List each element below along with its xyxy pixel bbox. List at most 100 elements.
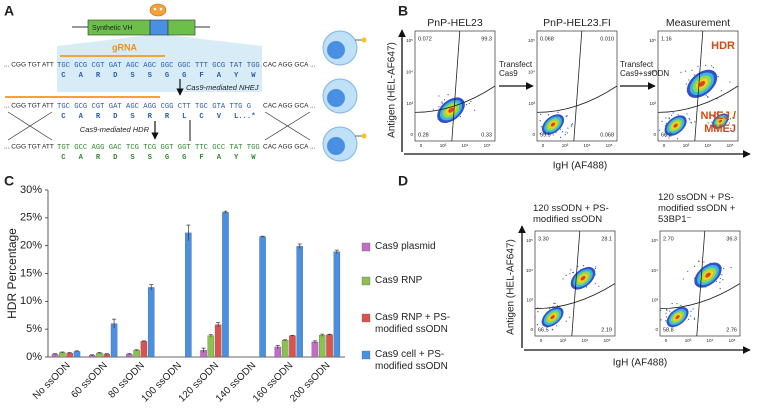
- panel-label: A: [4, 3, 14, 19]
- flank-seq: ... CGG TGT ATT: [4, 62, 54, 69]
- event-dot: [447, 94, 449, 96]
- x-tick-label: 0: [540, 338, 543, 343]
- event-dot: [556, 325, 558, 327]
- plot-title: Measurement: [666, 17, 730, 29]
- gene-label: Synthetic VH: [92, 25, 132, 32]
- y-tick-label: 25%: [20, 212, 42, 224]
- bar: [133, 350, 140, 358]
- event-dot: [571, 123, 574, 125]
- quadrant-gate: [696, 230, 706, 337]
- flank-seq: CAC AGG GCA ...: [263, 144, 316, 151]
- legend-label: Cas9 cell + PS-modified ssODN: [375, 349, 448, 372]
- quadrant-percent: 0.33: [481, 132, 492, 138]
- plot-title: PnP-HEL23: [427, 17, 483, 29]
- x-tick-label: 10⁴: [705, 143, 712, 148]
- event-dot: [594, 283, 596, 285]
- event-dot: [693, 74, 695, 76]
- event-dot: [665, 117, 667, 119]
- event-dot: [729, 118, 732, 120]
- quadrant-gate: [657, 85, 739, 113]
- event-dot: [732, 117, 734, 119]
- y-tick-label: 0: [655, 327, 658, 332]
- legend-swatch: [361, 350, 371, 360]
- cdr3-segment: [149, 19, 169, 36]
- event-dot: [693, 317, 696, 319]
- event-dot: [566, 132, 569, 134]
- event-dot: [595, 266, 597, 268]
- nhej-label: Cas9-mediated NHEJ: [186, 83, 259, 92]
- event-dot: [717, 110, 720, 113]
- legend-label: Cas9 plasmid: [375, 241, 436, 252]
- event-dot: [468, 102, 470, 105]
- event-dot: [567, 127, 569, 129]
- vh-segment: [167, 19, 196, 36]
- flank-seq: ... CGG TGT ATT: [4, 103, 54, 110]
- quadrant-gate: [534, 283, 616, 310]
- y-tick-label: 10³: [528, 101, 535, 106]
- event-dot: [569, 273, 571, 275]
- x-tick-label: 60 ssODN: [69, 360, 109, 400]
- bar: [110, 323, 118, 358]
- event-dot: [559, 136, 562, 138]
- event-dot: [459, 116, 462, 118]
- event-dot: [556, 305, 559, 307]
- x-tick-label: 10⁵: [606, 143, 613, 148]
- event-dot: [668, 117, 670, 119]
- event-dot: [689, 119, 691, 121]
- event-dot: [707, 95, 709, 98]
- quadrant-percent: 3.30: [538, 236, 549, 242]
- legend-swatch: [361, 242, 371, 252]
- y-tick-label: 20%: [20, 240, 42, 252]
- y-tick-label: 10⁵: [651, 238, 658, 243]
- target-seq: TGT GCC AGG GAC TCG TCG GGT GGT TTC GCC …: [57, 144, 260, 152]
- bar: [140, 341, 148, 358]
- flank-seq: ... CGG TGT ATT: [4, 144, 54, 151]
- y-tick-label: 10⁴: [651, 268, 658, 273]
- x-tick-label: 0: [663, 143, 666, 148]
- plot-title: 120 ssODN + PS-modified ssODN: [533, 203, 609, 226]
- quadrant-percent: 0.010: [600, 36, 614, 42]
- x-axis-label: IgH (AF488): [553, 161, 607, 172]
- event-dot: [676, 138, 679, 140]
- bar: [289, 335, 296, 358]
- amino-acids: C A R D S S G G F A Y W: [61, 154, 256, 162]
- flank-seq: CAC AGG GCA ...: [263, 103, 316, 110]
- density-contour: [698, 80, 706, 87]
- event-dot: [551, 329, 553, 331]
- event-dot: [552, 134, 554, 136]
- event-dot: [669, 310, 671, 312]
- event-dot: [441, 102, 443, 104]
- event-dot: [660, 319, 662, 321]
- density-contour: [705, 272, 711, 278]
- event-dot: [705, 94, 707, 96]
- event-dot: [721, 274, 723, 276]
- transition-label: Transfect Cas9: [499, 60, 533, 79]
- event-dot: [719, 281, 721, 283]
- event-dot: [685, 83, 687, 85]
- density-contour: [718, 119, 723, 123]
- event-dot: [666, 309, 668, 312]
- y-tick-label: 10³: [406, 101, 413, 106]
- event-dot: [565, 274, 567, 276]
- quadrant-gate: [573, 30, 583, 142]
- y-tick-label: 10³: [526, 298, 533, 303]
- quadrant-percent: 0.28: [418, 132, 429, 138]
- event-dot: [473, 109, 476, 111]
- bar: [311, 341, 319, 358]
- event-dot: [585, 286, 588, 288]
- x-tick-label: 10⁴: [582, 338, 589, 343]
- event-dot: [730, 266, 732, 269]
- x-tick-label: 10³: [683, 143, 690, 148]
- y-tick-label: 30%: [20, 184, 42, 196]
- event-dot: [668, 137, 670, 139]
- event-dot: [684, 70, 687, 72]
- density-contour: [550, 315, 555, 320]
- bar: [259, 236, 266, 358]
- bar: [147, 287, 155, 358]
- y-tick-label: 10⁴: [528, 70, 535, 75]
- x-tick-label: 200 ssODN: [288, 360, 332, 404]
- quadrant-percent: 58.8: [663, 327, 674, 333]
- density-contour: [448, 107, 454, 113]
